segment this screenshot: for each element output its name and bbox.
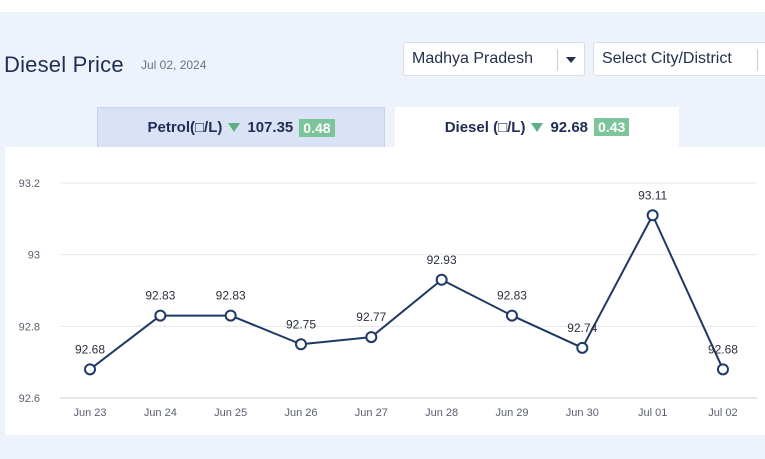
x-tick-label: Jun 27 [355, 407, 388, 419]
state-select-divider [557, 49, 558, 71]
x-tick-label: Jun 28 [425, 407, 458, 419]
y-tick-label: 92.6 [19, 393, 40, 405]
y-tick-label: 92.8 [19, 321, 40, 333]
data-label: 92.93 [427, 253, 457, 267]
data-point [716, 363, 729, 376]
tab-diesel-label: Diesel (□/L) [444, 118, 526, 136]
data-label: 92.77 [356, 310, 386, 324]
data-label: 92.83 [216, 289, 246, 303]
page-title: Diesel Price [4, 52, 124, 77]
tab-petrol[interactable]: Petrol(□/L) 107.35 0.48 [97, 107, 385, 147]
data-label: 92.75 [286, 317, 316, 331]
data-point [84, 363, 96, 376]
data-point [294, 338, 307, 351]
y-tick-label: 93.2 [19, 178, 40, 190]
chart-panel: 92.6 92.8 93 93.2 Jun 23 Jun 24 Jun 25 Jun 26 Ju… [5, 147, 765, 435]
series-line [89, 214, 724, 371]
petrol-change-badge: 0.48 [299, 118, 335, 137]
price-line-chart: 92.6 92.8 93 93.2 Jun 23 Jun 24 Jun 25 Jun 26 Ju… [19, 178, 757, 419]
state-select[interactable]: Madhya Pradesh [403, 42, 585, 76]
x-tick-label: Jun 30 [566, 407, 599, 419]
tab-diesel[interactable]: Diesel (□/L) 92.68 0.43 [395, 107, 679, 147]
price-date: Jul 02, 2024 [141, 58, 207, 72]
chevron-down-icon[interactable] [566, 57, 576, 63]
data-point [224, 309, 237, 322]
data-point [435, 273, 448, 286]
state-select-value: Madhya Pradesh [412, 50, 533, 67]
price-header: Diesel Price Jul 02, 2024 Madhya Pradesh… [0, 28, 765, 106]
data-label: 92.68 [75, 342, 105, 356]
y-tick-label: 93 [28, 250, 40, 262]
city-select-value: Select City/District [602, 50, 732, 67]
x-tick-label: Jul 02 [708, 407, 737, 419]
x-tick-label: Jun 25 [214, 407, 247, 419]
data-label: 92.83 [145, 289, 175, 303]
data-point [646, 209, 659, 222]
x-tick-label: Jun 29 [495, 407, 528, 419]
data-label: 92.74 [567, 321, 597, 335]
top-strip [0, 0, 765, 12]
x-tick-label: Jun 24 [144, 407, 177, 419]
x-tick-label: Jun 23 [73, 407, 106, 419]
petrol-price: 107.35 [247, 119, 294, 136]
city-select[interactable]: Select City/District [593, 42, 765, 76]
diesel-change-badge: 0.43 [594, 118, 630, 136]
tab-petrol-label: Petrol(□/L) [147, 119, 223, 136]
data-label: 92.83 [497, 289, 527, 303]
price-down-icon [531, 122, 544, 132]
data-point [154, 309, 167, 322]
data-label: 92.68 [708, 342, 738, 356]
data-label: 93.11 [638, 188, 667, 202]
diesel-price: 92.68 [550, 118, 589, 136]
x-tick-label: Jul 01 [638, 407, 667, 419]
data-point [505, 309, 518, 322]
price-down-icon [228, 123, 241, 132]
city-select-divider [757, 49, 758, 71]
x-tick-label: Jun 26 [284, 407, 317, 419]
data-point [365, 331, 378, 344]
data-point [576, 341, 589, 354]
